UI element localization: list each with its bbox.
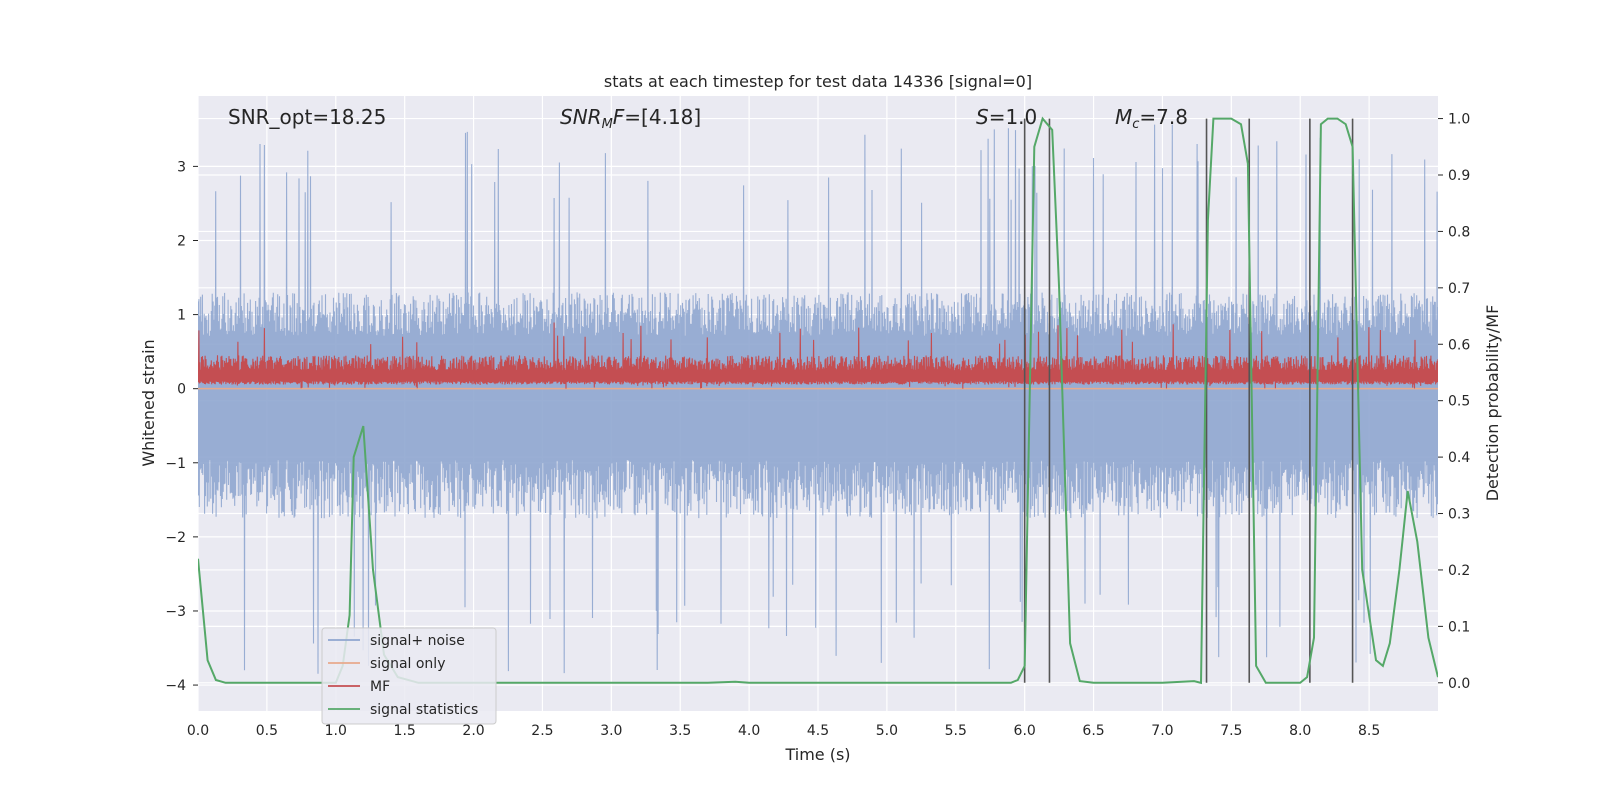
x-tick-label: 1.5 [394,723,416,739]
y2-tick-label: 0.1 [1448,619,1470,635]
y2-tick-label: 0.5 [1448,394,1470,410]
y-axis-label: Whitened strain [139,339,158,466]
y-ticks: −4 −3 −2 −1 0 1 2 3 [165,159,198,694]
x-tick-label: 4.5 [807,723,829,739]
annotation-snr-mf: SNRMF=[4.18] [560,105,701,132]
legend: signal+ noise signal only MF signal stat… [321,627,497,725]
y2-tick-label: 0.6 [1448,337,1470,353]
chart-title: stats at each timestep for test data 143… [604,72,1032,91]
y2-tick-label: 0.3 [1448,507,1470,523]
x-tick-label: 7.0 [1151,723,1173,739]
y-tick-label: −1 [165,456,186,472]
y-tick-label: 3 [177,159,186,175]
y2-tick-label: 1.0 [1448,112,1470,128]
x-tick-label: 8.5 [1358,723,1380,739]
x-tick-label: 6.5 [1082,723,1104,739]
x-tick-label: 0.5 [256,723,278,739]
annotation-s: S=1.0 [976,105,1037,129]
x-axis-label: Time (s) [784,745,850,764]
y-tick-label: −4 [165,678,186,694]
x-tick-label: 8.0 [1289,723,1311,739]
y-tick-label: −3 [165,604,186,620]
annotations: SNR_opt=18.25 SNRMF=[4.18] S=1.0 Mc=7.8 [228,105,1188,132]
y2-ticks: 0.0 0.1 0.2 0.3 0.4 0.5 0.6 0.7 0.8 0.9 1.0 [1438,112,1470,692]
legend-label-noise: signal+ noise [370,633,465,649]
x-tick-label: 0.0 [187,723,209,739]
series-layer [198,116,1438,685]
x-tick-label: 3.5 [669,723,691,739]
legend-label-signal-statistics: signal statistics [370,702,478,718]
y2-tick-label: 0.0 [1448,676,1470,692]
y-tick-label: 1 [177,308,186,324]
x-tick-label: 7.5 [1220,723,1242,739]
series-line-0 [198,124,1438,674]
annotation-snr-opt: SNR_opt=18.25 [228,105,386,129]
series-line-2 [198,322,1438,389]
y-tick-label: 2 [177,233,186,249]
x-tick-label: 1.0 [325,723,347,739]
legend-label-signal-only: signal only [370,656,445,672]
x-tick-label: 2.0 [462,723,484,739]
y-tick-label: −2 [165,530,186,546]
y-tick-label: 0 [177,382,186,398]
x-ticks: 0.0 0.5 1.0 1.5 2.0 2.5 3.0 3.5 4.0 4.5 5.0 5.5 6.0 6… [187,723,1380,739]
y2-axis-label: Detection probability/MF [1483,305,1502,502]
y2-tick-label: 0.9 [1448,168,1470,184]
y2-tick-label: 0.2 [1448,563,1470,579]
legend-label-mf: MF [370,679,390,695]
x-tick-label: 5.0 [876,723,898,739]
annotation-mc: Mc=7.8 [1115,105,1188,132]
y2-tick-label: 0.7 [1448,281,1470,297]
y2-tick-label: 0.8 [1448,224,1470,240]
x-tick-label: 2.5 [531,723,553,739]
x-tick-label: 6.0 [1014,723,1036,739]
y2-tick-label: 0.4 [1448,450,1470,466]
series-line-3 [198,116,1438,685]
x-tick-label: 5.5 [945,723,967,739]
legend-box [321,627,497,725]
x-tick-label: 3.0 [600,723,622,739]
x-tick-label: 4.0 [738,723,760,739]
